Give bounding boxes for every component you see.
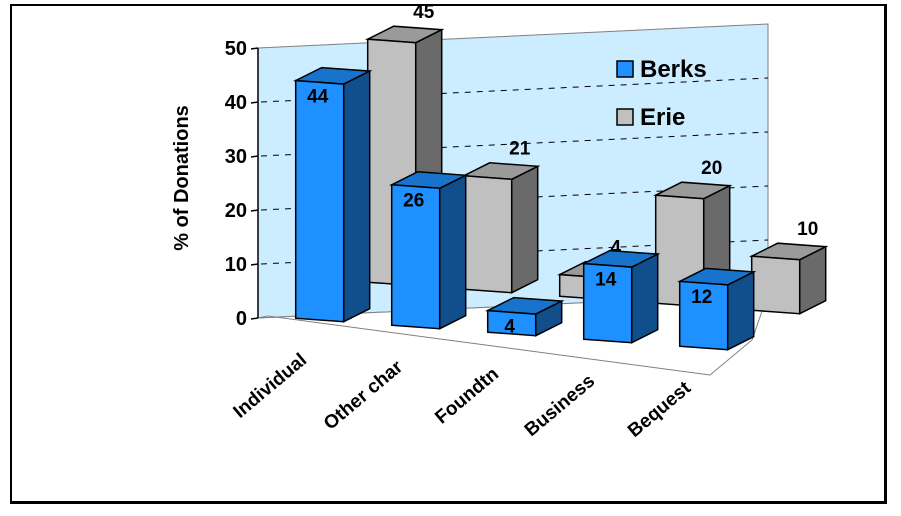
bar-berks-1: 26 [388,171,469,330]
y-tick [250,101,259,104]
y-tick [250,263,259,266]
bar-side [630,252,659,344]
bars: 45 21 4 20 10 44 26 4 14 12 [292,2,829,351]
x-tick-label: Individual [230,350,311,423]
bar-berks-0: 44 [292,66,373,323]
legend-item: Berks [616,56,707,83]
bar-front [678,280,729,351]
legend-item: Erie [616,104,685,131]
bar-erie-1: 21 [460,139,541,294]
legend: Berks Erie [616,56,707,131]
bar-berks-4: 12 [676,267,757,351]
y-axis-label: % of Donations [171,105,193,251]
bar-side [438,174,467,330]
y-tick-label: 50 [225,38,247,60]
data-label: 26 [403,191,424,212]
x-tick-label: Business [521,371,599,441]
data-label: 10 [797,219,818,240]
bar-berks-3: 14 [580,249,661,344]
x-tick-label: Bequest [624,377,695,442]
data-label: 14 [595,269,617,290]
y-tick [250,47,259,50]
data-label: 4 [504,316,515,337]
y-tick [250,317,259,320]
legend-swatch [616,60,634,78]
y-tick-label: 40 [225,92,247,114]
y-tick-label: 0 [236,308,247,330]
bar-front [750,255,801,315]
bar-front [390,183,441,330]
bar-front [582,262,633,344]
y-tick [250,209,259,212]
data-label: 45 [413,2,435,23]
bar-berks-2: 4 [484,296,565,337]
data-label: 12 [691,287,712,308]
bar-front [486,309,537,337]
bar-side [342,69,371,323]
legend-label: Erie [640,104,685,131]
x-tick-label: Other char [320,356,408,434]
y-tick-label: 30 [225,146,247,168]
data-label: 44 [307,86,329,107]
data-label: 4 [610,237,621,258]
y-tick [250,155,259,158]
legend-label: Berks [640,56,707,83]
data-label: 21 [509,139,531,160]
bar-front [462,174,513,294]
x-tick-label: Foundtn [431,364,503,429]
legend-swatch [616,108,634,126]
y-tick-label: 10 [225,254,247,276]
bar-erie-4: 10 [748,219,829,315]
bar-side [510,165,539,294]
bar-front [294,79,345,323]
data-label: 20 [701,158,722,179]
y-tick-label: 20 [225,200,247,222]
